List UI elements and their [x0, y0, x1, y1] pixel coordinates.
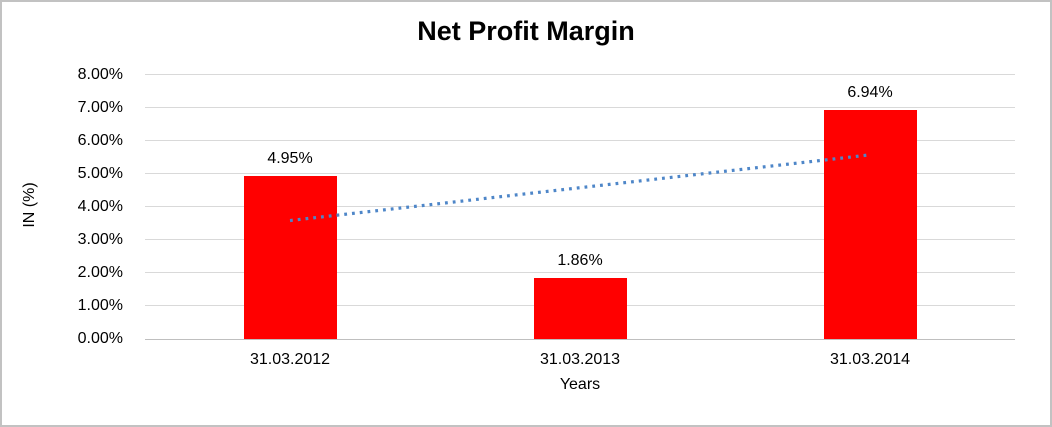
gridline: [145, 173, 1015, 174]
bar-data-label: 1.86%: [557, 251, 603, 269]
y-tick-label: 5.00%: [77, 165, 123, 182]
gridline: [145, 140, 1015, 141]
bar-data-label: 4.95%: [267, 149, 313, 167]
gridline: [145, 239, 1015, 240]
y-axis-title-text: IN (%): [21, 182, 38, 228]
x-tick-label: 31.03.2013: [539, 351, 621, 368]
x-axis-title: Years: [559, 376, 601, 393]
y-tick-label: 8.00%: [77, 66, 123, 83]
y-tick-label: 3.00%: [77, 231, 123, 248]
y-tick-label: 2.00%: [77, 264, 123, 281]
bar-31.03.2012: [243, 175, 337, 339]
trendline: [289, 153, 871, 223]
x-tick-label: 31.03.2012: [249, 351, 331, 368]
y-tick-label: 7.00%: [77, 99, 123, 116]
bar-31.03.2013: [533, 277, 627, 339]
gridline: [145, 206, 1015, 207]
gridline: [145, 272, 1015, 273]
gridline: [145, 74, 1015, 75]
y-tick-label: 0.00%: [77, 330, 123, 347]
chart-title: Net Profit Margin: [417, 16, 635, 46]
bar-31.03.2014: [823, 109, 917, 339]
y-tick-label: 1.00%: [77, 297, 123, 314]
x-tick-label: 31.03.2014: [829, 351, 911, 368]
y-tick-label: 4.00%: [77, 198, 123, 215]
y-tick-label: 6.00%: [77, 132, 123, 149]
gridline: [145, 107, 1015, 108]
plot-area: 4.95% 1.86% 6.94%: [145, 74, 1015, 340]
bar-data-label: 6.94%: [847, 83, 893, 101]
